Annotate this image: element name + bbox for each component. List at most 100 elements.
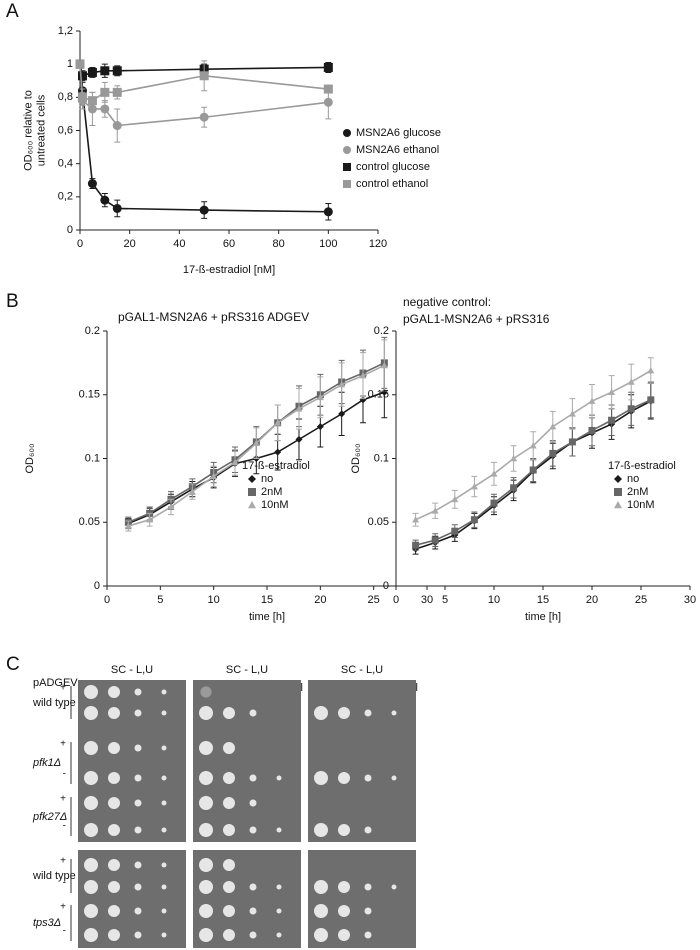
legend-title: 17-ß-estradiol: [608, 460, 676, 472]
legend-label: 2nM: [627, 486, 648, 498]
colony-spot: [161, 932, 167, 938]
x-tick-label: 25: [635, 594, 647, 606]
marker: [647, 367, 655, 374]
colony-spot: [276, 908, 282, 914]
x-tick-label: 0: [104, 594, 110, 606]
x-tick-label: 30: [421, 594, 433, 606]
column-header: SC - L,U: [341, 664, 383, 676]
marker: [167, 503, 175, 510]
colony-spot: [108, 905, 120, 917]
colony-spot: [134, 709, 142, 717]
marker: [112, 66, 122, 76]
colony-spot: [134, 744, 142, 752]
x-tick-label: 15: [261, 594, 273, 606]
colony-spot: [199, 858, 213, 872]
marker: [77, 71, 87, 81]
colony-spot: [84, 685, 98, 699]
x-tick-label: 5: [157, 594, 163, 606]
colony-spot: [223, 742, 235, 754]
legend-label: control ethanol: [356, 178, 428, 190]
colony-spot: [276, 884, 282, 890]
strain-label: tps3Δ: [33, 917, 61, 929]
column-header: SC - L,U: [226, 664, 268, 676]
colony-spot: [223, 859, 235, 871]
colony-spot: [314, 904, 328, 918]
colony-spot: [199, 823, 213, 837]
marker: [568, 410, 576, 417]
marker: [248, 475, 256, 483]
colony-spot: [223, 881, 235, 893]
colony-spot: [84, 823, 98, 837]
marker: [252, 439, 260, 446]
marker: [343, 163, 351, 171]
colony-spot: [108, 772, 120, 784]
marker: [199, 71, 209, 81]
marker: [323, 207, 333, 217]
sign-label: +: [60, 856, 66, 867]
colony-spot: [161, 908, 167, 914]
x-tick-label: 15: [537, 594, 549, 606]
y-tick-label: 1: [67, 58, 73, 70]
legend-label: 10nM: [627, 499, 655, 511]
marker: [323, 84, 333, 94]
marker: [490, 470, 498, 477]
x-tick-label: 5: [442, 594, 448, 606]
panel-label: C: [6, 654, 20, 675]
marker: [431, 507, 439, 514]
marker: [100, 66, 110, 76]
sign-label: +: [60, 739, 66, 750]
legend-label: 10nM: [261, 499, 289, 511]
sign-label: +: [60, 794, 66, 805]
colony-spot: [338, 772, 350, 784]
y-axis-label: OD₆₀₀: [24, 443, 36, 473]
chart-title: negative control:: [403, 295, 491, 309]
marker: [614, 501, 622, 509]
colony-spot: [223, 707, 235, 719]
plasmid-label: pADGEV: [33, 677, 78, 689]
y-tick-label: 0,8: [58, 91, 73, 103]
colony-spot: [338, 905, 350, 917]
colony-spot: [223, 905, 235, 917]
y-tick-label: 0: [383, 580, 389, 592]
marker: [549, 423, 557, 430]
marker: [627, 405, 635, 413]
colony-spot: [249, 799, 257, 807]
marker: [588, 426, 596, 434]
colony-spot: [364, 774, 372, 782]
y-tick-label: 0: [94, 580, 100, 592]
colony-spot: [223, 929, 235, 941]
colony-spot: [276, 775, 282, 781]
marker: [529, 466, 537, 474]
sign-label: -: [63, 926, 66, 937]
colony-spot: [134, 826, 142, 834]
x-tick-label: 120: [369, 238, 387, 250]
colony-spot: [108, 707, 120, 719]
colony-spot: [314, 880, 328, 894]
colony-spot: [338, 707, 350, 719]
marker: [87, 179, 97, 189]
colony-spot: [161, 884, 167, 890]
legend-label: 2nM: [261, 486, 282, 498]
colony-spot: [108, 859, 120, 871]
marker: [112, 87, 122, 97]
colony-spot: [249, 907, 257, 915]
marker: [112, 203, 122, 213]
marker: [77, 92, 87, 102]
colony-spot: [84, 706, 98, 720]
marker: [87, 67, 97, 77]
marker: [647, 396, 655, 404]
colony-spot: [108, 881, 120, 893]
colony-spot: [108, 797, 120, 809]
y-tick-label: 0.1: [374, 452, 389, 464]
marker: [470, 516, 478, 524]
x-axis-label: time [h]: [525, 611, 561, 623]
colony-spot: [314, 771, 328, 785]
sign-label: -: [63, 704, 66, 715]
y-tick-label: 0.1: [85, 452, 100, 464]
marker: [568, 438, 576, 446]
colony-spot: [84, 741, 98, 755]
strain-label: wild type: [32, 870, 76, 882]
marker: [338, 410, 346, 418]
marker: [549, 449, 557, 457]
